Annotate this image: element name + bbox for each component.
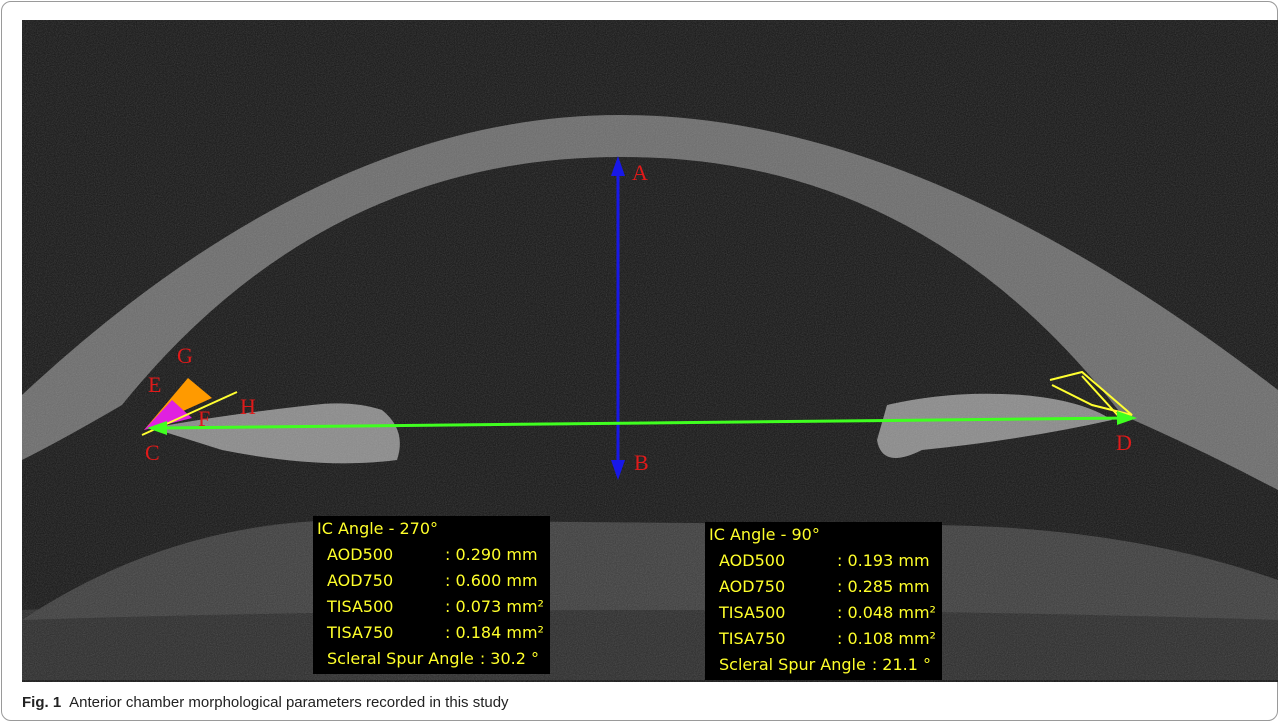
measure-name: AOD750 [719, 574, 837, 600]
point-label: C [145, 440, 160, 465]
measure-row: AOD500: 0.290 mm [317, 542, 544, 568]
point-label: G [177, 343, 193, 368]
measure-value: : 0.600 mm [445, 568, 538, 594]
measure-name: Scleral Spur Angle [327, 646, 474, 672]
oct-image: A B C D E F G H [22, 20, 1278, 682]
measure-value: : 0.184 mm² [445, 620, 544, 646]
measure-row: AOD500: 0.193 mm [709, 548, 936, 574]
point-label: B [634, 450, 649, 475]
measure-name: TISA750 [327, 620, 445, 646]
measure-row: TISA500: 0.048 mm² [709, 600, 936, 626]
point-label: E [148, 372, 161, 397]
measure-value: : 21.1 ° [872, 652, 931, 678]
measure-value: : 0.108 mm² [837, 626, 936, 652]
measure-row: TISA500: 0.073 mm² [317, 594, 544, 620]
measure-name: AOD500 [327, 542, 445, 568]
measure-name: AOD500 [719, 548, 837, 574]
measure-row: AOD750: 0.600 mm [317, 568, 544, 594]
caption: Fig. 1 Anterior chamber morphological par… [22, 694, 509, 711]
measure-value: : 0.073 mm² [445, 594, 544, 620]
point-label: A [632, 160, 648, 185]
point-label: F [198, 406, 210, 431]
measure-value: : 30.2 ° [480, 646, 539, 672]
measure-name: TISA500 [327, 594, 445, 620]
measure-value: : 0.193 mm [837, 548, 930, 574]
box-title: IC Angle - 90° [709, 522, 936, 548]
measure-row: TISA750: 0.184 mm² [317, 620, 544, 646]
measure-value: : 0.290 mm [445, 542, 538, 568]
caption-label: Fig. 1 [22, 694, 61, 711]
point-label: H [240, 394, 256, 419]
box-title: IC Angle - 270° [317, 516, 544, 542]
measure-name: AOD750 [327, 568, 445, 594]
measure-row: TISA750: 0.108 mm² [709, 626, 936, 652]
caption-text: Anterior chamber morphological parameter… [69, 694, 508, 711]
measure-row: Scleral Spur Angle: 21.1 ° [709, 652, 936, 678]
measure-value: : 0.285 mm [837, 574, 930, 600]
measure-row: AOD750: 0.285 mm [709, 574, 936, 600]
measure-name: TISA750 [719, 626, 837, 652]
measure-name: Scleral Spur Angle [719, 652, 866, 678]
point-label: D [1116, 430, 1132, 455]
measure-row: Scleral Spur Angle: 30.2 ° [317, 646, 544, 672]
measure-name: TISA500 [719, 600, 837, 626]
measure-value: : 0.048 mm² [837, 600, 936, 626]
